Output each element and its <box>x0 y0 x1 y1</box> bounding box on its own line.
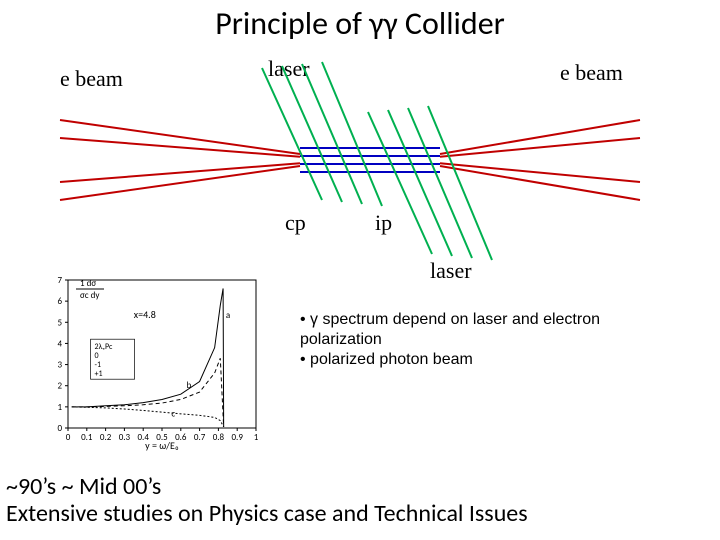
svg-text:b: b <box>186 380 191 391</box>
svg-text:+1: +1 <box>95 369 103 379</box>
svg-text:2: 2 <box>57 381 62 392</box>
svg-text:0.3: 0.3 <box>119 432 131 443</box>
svg-text:3: 3 <box>57 360 62 371</box>
bullet-line-1: • γ spectrum depend on laser and electro… <box>300 310 700 330</box>
svg-text:a: a <box>226 310 230 321</box>
svg-text:4: 4 <box>57 338 62 349</box>
spectrum-chart: 00.10.20.30.40.50.60.70.80.91012345671 d… <box>32 272 262 452</box>
footer-text: ~90’s ~ Mid 00’s Extensive studies on Ph… <box>6 473 528 528</box>
svg-text:1: 1 <box>57 402 62 413</box>
bullet-list: • γ spectrum depend on laser and electro… <box>300 310 700 370</box>
svg-text:0.1: 0.1 <box>81 432 93 443</box>
svg-text:0.2: 0.2 <box>100 432 112 443</box>
svg-text:0.9: 0.9 <box>231 432 243 443</box>
footer-line-2: Extensive studies on Physics case and Te… <box>6 500 528 528</box>
svg-text:1: 1 <box>254 432 259 443</box>
svg-text:0: 0 <box>57 423 62 434</box>
bullet-line-2: polarization <box>300 330 700 350</box>
svg-text:0.7: 0.7 <box>194 432 206 443</box>
svg-text:σc dy: σc dy <box>80 290 100 301</box>
bullet-line-3: • polarized photon beam <box>300 350 700 370</box>
svg-text:7: 7 <box>57 275 62 286</box>
collider-diagram <box>0 50 720 270</box>
svg-text:0: 0 <box>66 432 71 443</box>
svg-text:6: 6 <box>57 296 62 307</box>
svg-text:c: c <box>171 408 175 419</box>
footer-line-1: ~90’s ~ Mid 00’s <box>6 473 528 501</box>
svg-text:x=4.8: x=4.8 <box>134 308 156 321</box>
svg-text:0.8: 0.8 <box>213 432 225 443</box>
svg-text:1 dσ: 1 dσ <box>80 278 96 289</box>
svg-text:5: 5 <box>57 317 62 328</box>
svg-text:y = ω/E₀: y = ω/E₀ <box>145 439 179 452</box>
page-title: Principle of γγ Collider <box>0 4 720 43</box>
